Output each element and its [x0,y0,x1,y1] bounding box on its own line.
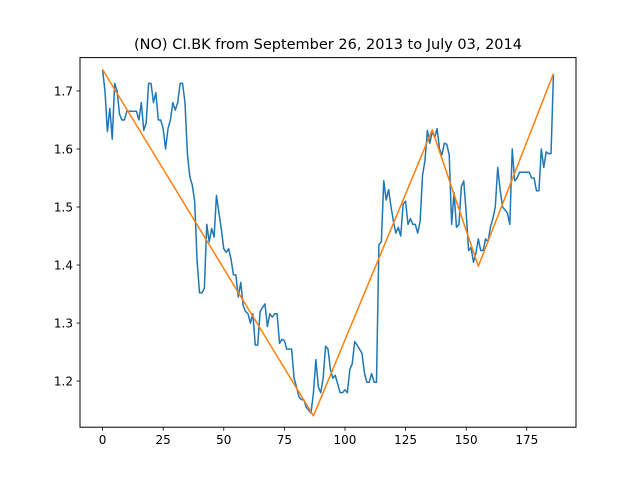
series-line-1 [101,69,555,414]
x-tick-label: 150 [455,433,478,447]
y-tick-label: 1.4 [54,259,73,273]
y-tick-label: 1.6 [54,142,73,156]
y-tick-label: 1.3 [54,317,73,331]
x-tick-label: 0 [99,433,107,447]
x-tick-label: 100 [334,433,357,447]
ticks-layer: 0 25 50 75 100 125 150 175 1.2 1.3 1.4 1.5 1.6 1.7 [54,84,538,447]
x-tick-label: 50 [216,433,231,447]
y-tick-label: 1.5 [54,201,73,215]
x-tick-label: 75 [277,433,292,447]
y-tick-label: 1.2 [54,375,73,389]
chart-title: (NO) CI.BK from September 26, 2013 to Ju… [134,37,522,53]
y-tick-label: 1.7 [54,84,73,98]
series-line-2 [101,69,555,417]
x-tick-label: 25 [156,433,171,447]
series-layer [101,69,555,417]
plot-area-frame [79,57,577,428]
x-tick-label: 125 [394,433,417,447]
x-tick-label: 175 [515,433,538,447]
